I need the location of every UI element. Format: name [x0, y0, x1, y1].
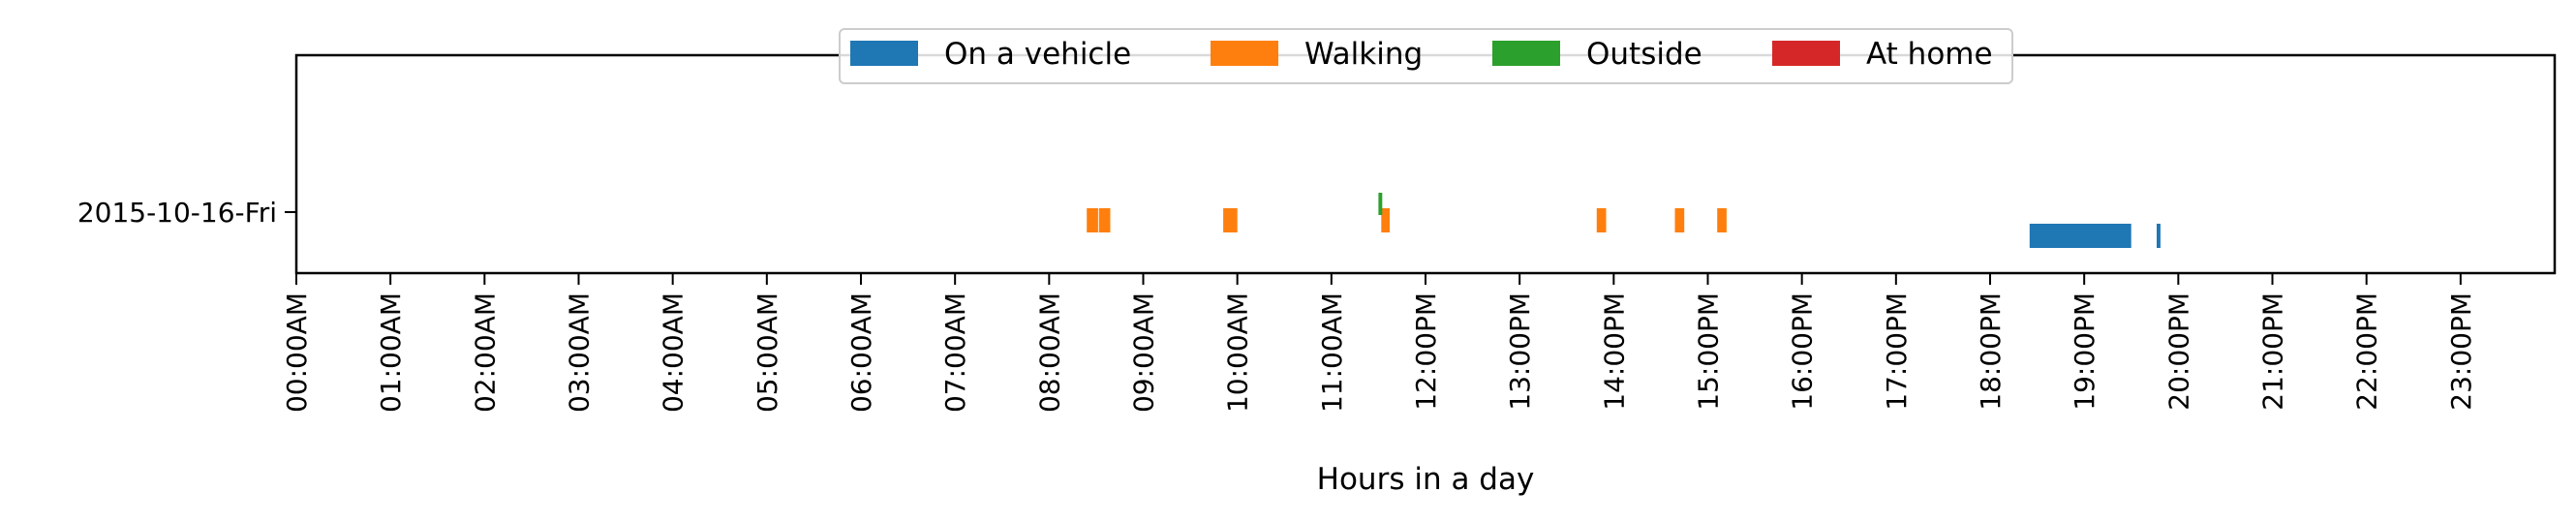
x-tick-label: 20:00PM	[2162, 292, 2194, 411]
x-tick-label: 23:00PM	[2445, 292, 2477, 411]
x-tick-label: 05:00AM	[751, 292, 783, 413]
bar-on-a-vehicle-0	[2029, 224, 2131, 248]
plot-frame	[294, 53, 2557, 275]
bar-on-a-vehicle-1	[2157, 224, 2161, 248]
legend-frame	[839, 28, 2013, 84]
x-tick-label: 09:00AM	[1128, 292, 1160, 413]
x-tick-label: 16:00PM	[1787, 292, 1819, 411]
bar-walking-2	[1223, 208, 1238, 232]
x-tick-label: 17:00PM	[1881, 292, 1913, 411]
x-tick-label: 02:00AM	[469, 292, 501, 413]
y-tick-label: 2015-10-16-Fri	[77, 197, 277, 229]
bar-walking-0	[1087, 208, 1098, 232]
y-axis-ticks: 2015-10-16-Fri	[77, 197, 296, 229]
x-tick-label: 10:00AM	[1222, 292, 1254, 413]
legend-swatch	[1772, 41, 1840, 66]
x-tick-label: 07:00AM	[939, 292, 971, 413]
x-axis-ticks: 00:00AM 01:00AM 02:00AM 03:00AM 04:00AM 05:00…	[281, 273, 2477, 413]
legend: On a vehicle Walking Outside At home	[839, 28, 2013, 84]
activity-bars	[1087, 193, 2161, 248]
x-axis-label: Hours in a day	[1317, 462, 1535, 497]
x-tick-label: 22:00PM	[2351, 292, 2383, 411]
legend-swatch	[850, 41, 918, 66]
bar-walking-5	[1674, 208, 1685, 232]
x-tick-label: 04:00AM	[658, 292, 690, 413]
x-tick-label: 14:00PM	[1598, 292, 1630, 411]
legend-label: Walking	[1304, 37, 1423, 72]
legend-swatch	[1492, 41, 1560, 66]
bar-walking-1	[1098, 208, 1111, 232]
x-tick-label: 18:00PM	[1975, 292, 2007, 411]
legend-label: At home	[1866, 37, 1993, 72]
x-tick-label: 06:00AM	[845, 292, 877, 413]
legend-label: On a vehicle	[944, 37, 1131, 72]
bar-walking-3	[1381, 208, 1390, 232]
x-tick-label: 01:00AM	[375, 292, 407, 413]
bar-walking-6	[1717, 208, 1727, 232]
legend-label: Outside	[1586, 37, 1702, 72]
x-tick-label: 19:00PM	[2069, 292, 2101, 411]
bar-outside-0	[1378, 193, 1383, 215]
x-tick-label: 00:00AM	[281, 292, 313, 413]
x-tick-label: 13:00PM	[1504, 292, 1536, 411]
x-tick-label: 11:00AM	[1316, 292, 1348, 413]
x-tick-label: 03:00AM	[564, 292, 596, 413]
legend-swatch	[1211, 41, 1278, 66]
x-tick-label: 21:00PM	[2257, 292, 2289, 411]
x-tick-label: 08:00AM	[1033, 292, 1065, 413]
x-tick-label: 12:00PM	[1410, 292, 1442, 411]
bar-walking-4	[1596, 208, 1607, 232]
x-tick-label: 15:00PM	[1693, 292, 1725, 411]
